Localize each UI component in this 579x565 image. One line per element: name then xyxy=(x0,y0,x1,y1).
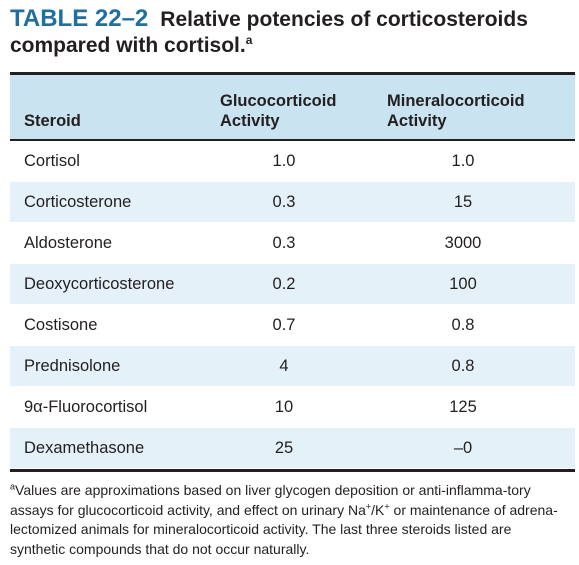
cell-steroid: Dexamethasone xyxy=(24,439,145,457)
cell-gluco: 0.3 xyxy=(272,193,296,211)
cell-mineral: 0.8 xyxy=(451,357,475,375)
footnote-plus-2: + xyxy=(384,500,390,511)
table-footnote: aValues are approximations based on live… xyxy=(10,481,570,559)
table-number: TABLE 22–2 xyxy=(10,5,149,32)
table-row: Deoxycorticosterone 0.2 100 xyxy=(10,264,575,305)
cell-gluco: 25 xyxy=(274,439,294,457)
cell-steroid: Costisone xyxy=(24,316,98,334)
cell-gluco: 0.7 xyxy=(272,316,296,334)
table-bottom-rule xyxy=(10,469,575,472)
cell-steroid: Prednisolone xyxy=(24,357,121,375)
cell-steroid: Cortisol xyxy=(24,152,80,170)
footnote-plus-1: + xyxy=(365,500,372,511)
table-row: Prednisolone 4 0.8 xyxy=(10,346,575,387)
header-mineral-line1: Mineralocorticoid xyxy=(387,92,525,110)
cell-mineral: 0.8 xyxy=(451,316,475,334)
footnote-slash-k: /K xyxy=(371,501,385,518)
cell-steroid: Deoxycorticosterone xyxy=(24,275,175,293)
footnote-text-part2: or maintenance of adrena-lectomized anim… xyxy=(10,501,558,557)
cell-gluco: 10 xyxy=(274,398,294,416)
table-row: Cortisol 1.0 1.0 xyxy=(10,141,575,182)
cell-steroid: Corticosterone xyxy=(24,193,132,211)
cell-mineral: 3000 xyxy=(444,234,482,252)
cell-mineral: 15 xyxy=(453,193,473,211)
header-gluco-line1: Glucocorticoid xyxy=(220,92,337,110)
header-steroid: Steroid xyxy=(24,112,81,130)
footnote-marker: a xyxy=(10,481,16,492)
cell-mineral: –0 xyxy=(453,439,473,457)
cell-gluco: 0.3 xyxy=(272,234,296,252)
table-row: 9α-Fluorocortisol 10 125 xyxy=(10,387,575,428)
cell-gluco: 0.2 xyxy=(272,275,296,293)
table-header: Steroid Glucocorticoid Activity Mineralo… xyxy=(10,75,575,141)
title-footnote-marker: a xyxy=(245,33,253,47)
cell-mineral: 100 xyxy=(449,275,477,293)
header-gluco-line2: Activity xyxy=(220,112,280,130)
cell-steroid: Aldosterone xyxy=(24,234,113,252)
header-mineral-line2: Activity xyxy=(387,112,447,130)
header-glucocorticoid: Glucocorticoid Activity xyxy=(220,91,336,131)
cell-gluco: 1.0 xyxy=(272,152,296,170)
cell-gluco: 4 xyxy=(279,357,289,375)
potency-table: Steroid Glucocorticoid Activity Mineralo… xyxy=(10,72,575,472)
table-row: Aldosterone 0.3 3000 xyxy=(10,223,575,264)
cell-steroid: 9α-Fluorocortisol xyxy=(24,398,148,416)
footnote-text-part1: Values are approximations based on liver… xyxy=(10,482,531,518)
header-mineralocorticoid: Mineralocorticoid Activity xyxy=(387,91,525,131)
table-row: Costisone 0.7 0.8 xyxy=(10,305,575,346)
cell-mineral: 125 xyxy=(449,398,477,416)
table-row: Dexamethasone 25 –0 xyxy=(10,428,575,469)
table-top-rule xyxy=(10,72,575,75)
table-title: TABLE 22–2 Relative potencies of corticos… xyxy=(10,6,575,59)
cell-mineral: 1.0 xyxy=(451,152,475,170)
table-title-text: Relative potencies of corticosteroids co… xyxy=(10,8,528,57)
table-row: Corticosterone 0.3 15 xyxy=(10,182,575,223)
